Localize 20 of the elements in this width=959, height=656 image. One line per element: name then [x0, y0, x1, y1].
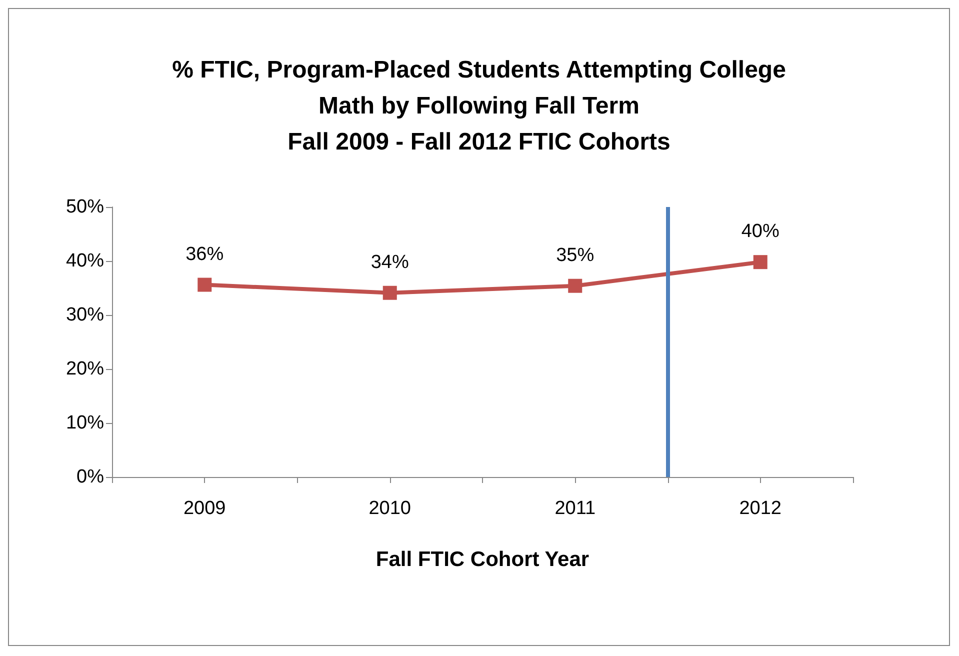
point — [198, 278, 212, 292]
point — [568, 278, 582, 293]
point — [382, 286, 397, 300]
y-tick-label: 40% — [66, 250, 104, 272]
data-label: 36% — [186, 244, 224, 265]
x-tick-label: 2009 — [183, 498, 226, 519]
point — [753, 255, 768, 270]
data-label: 35% — [556, 244, 594, 266]
data-label: 34% — [370, 252, 409, 273]
data-label: 40% — [741, 221, 780, 242]
x-tick-label: 2011 — [554, 498, 596, 519]
x-tick-label: 2010 — [368, 498, 412, 519]
x-axis-title: Fall FTIC Cohort Year — [376, 548, 590, 571]
y-tick-label: 10% — [66, 412, 104, 434]
x-tick-label: 2012 — [739, 498, 782, 519]
y-tick-label: 50% — [66, 196, 104, 218]
chart-title: % FTIC, Program-Placed Students Attempting College Math by Following Fall Term Fall 2009 - Fall 2012 FTIC Cohorts — [172, 56, 786, 156]
y-tick-label: 20% — [66, 358, 104, 380]
y-tick-label: 0% — [76, 466, 104, 488]
y-tick-label: 30% — [66, 304, 104, 326]
